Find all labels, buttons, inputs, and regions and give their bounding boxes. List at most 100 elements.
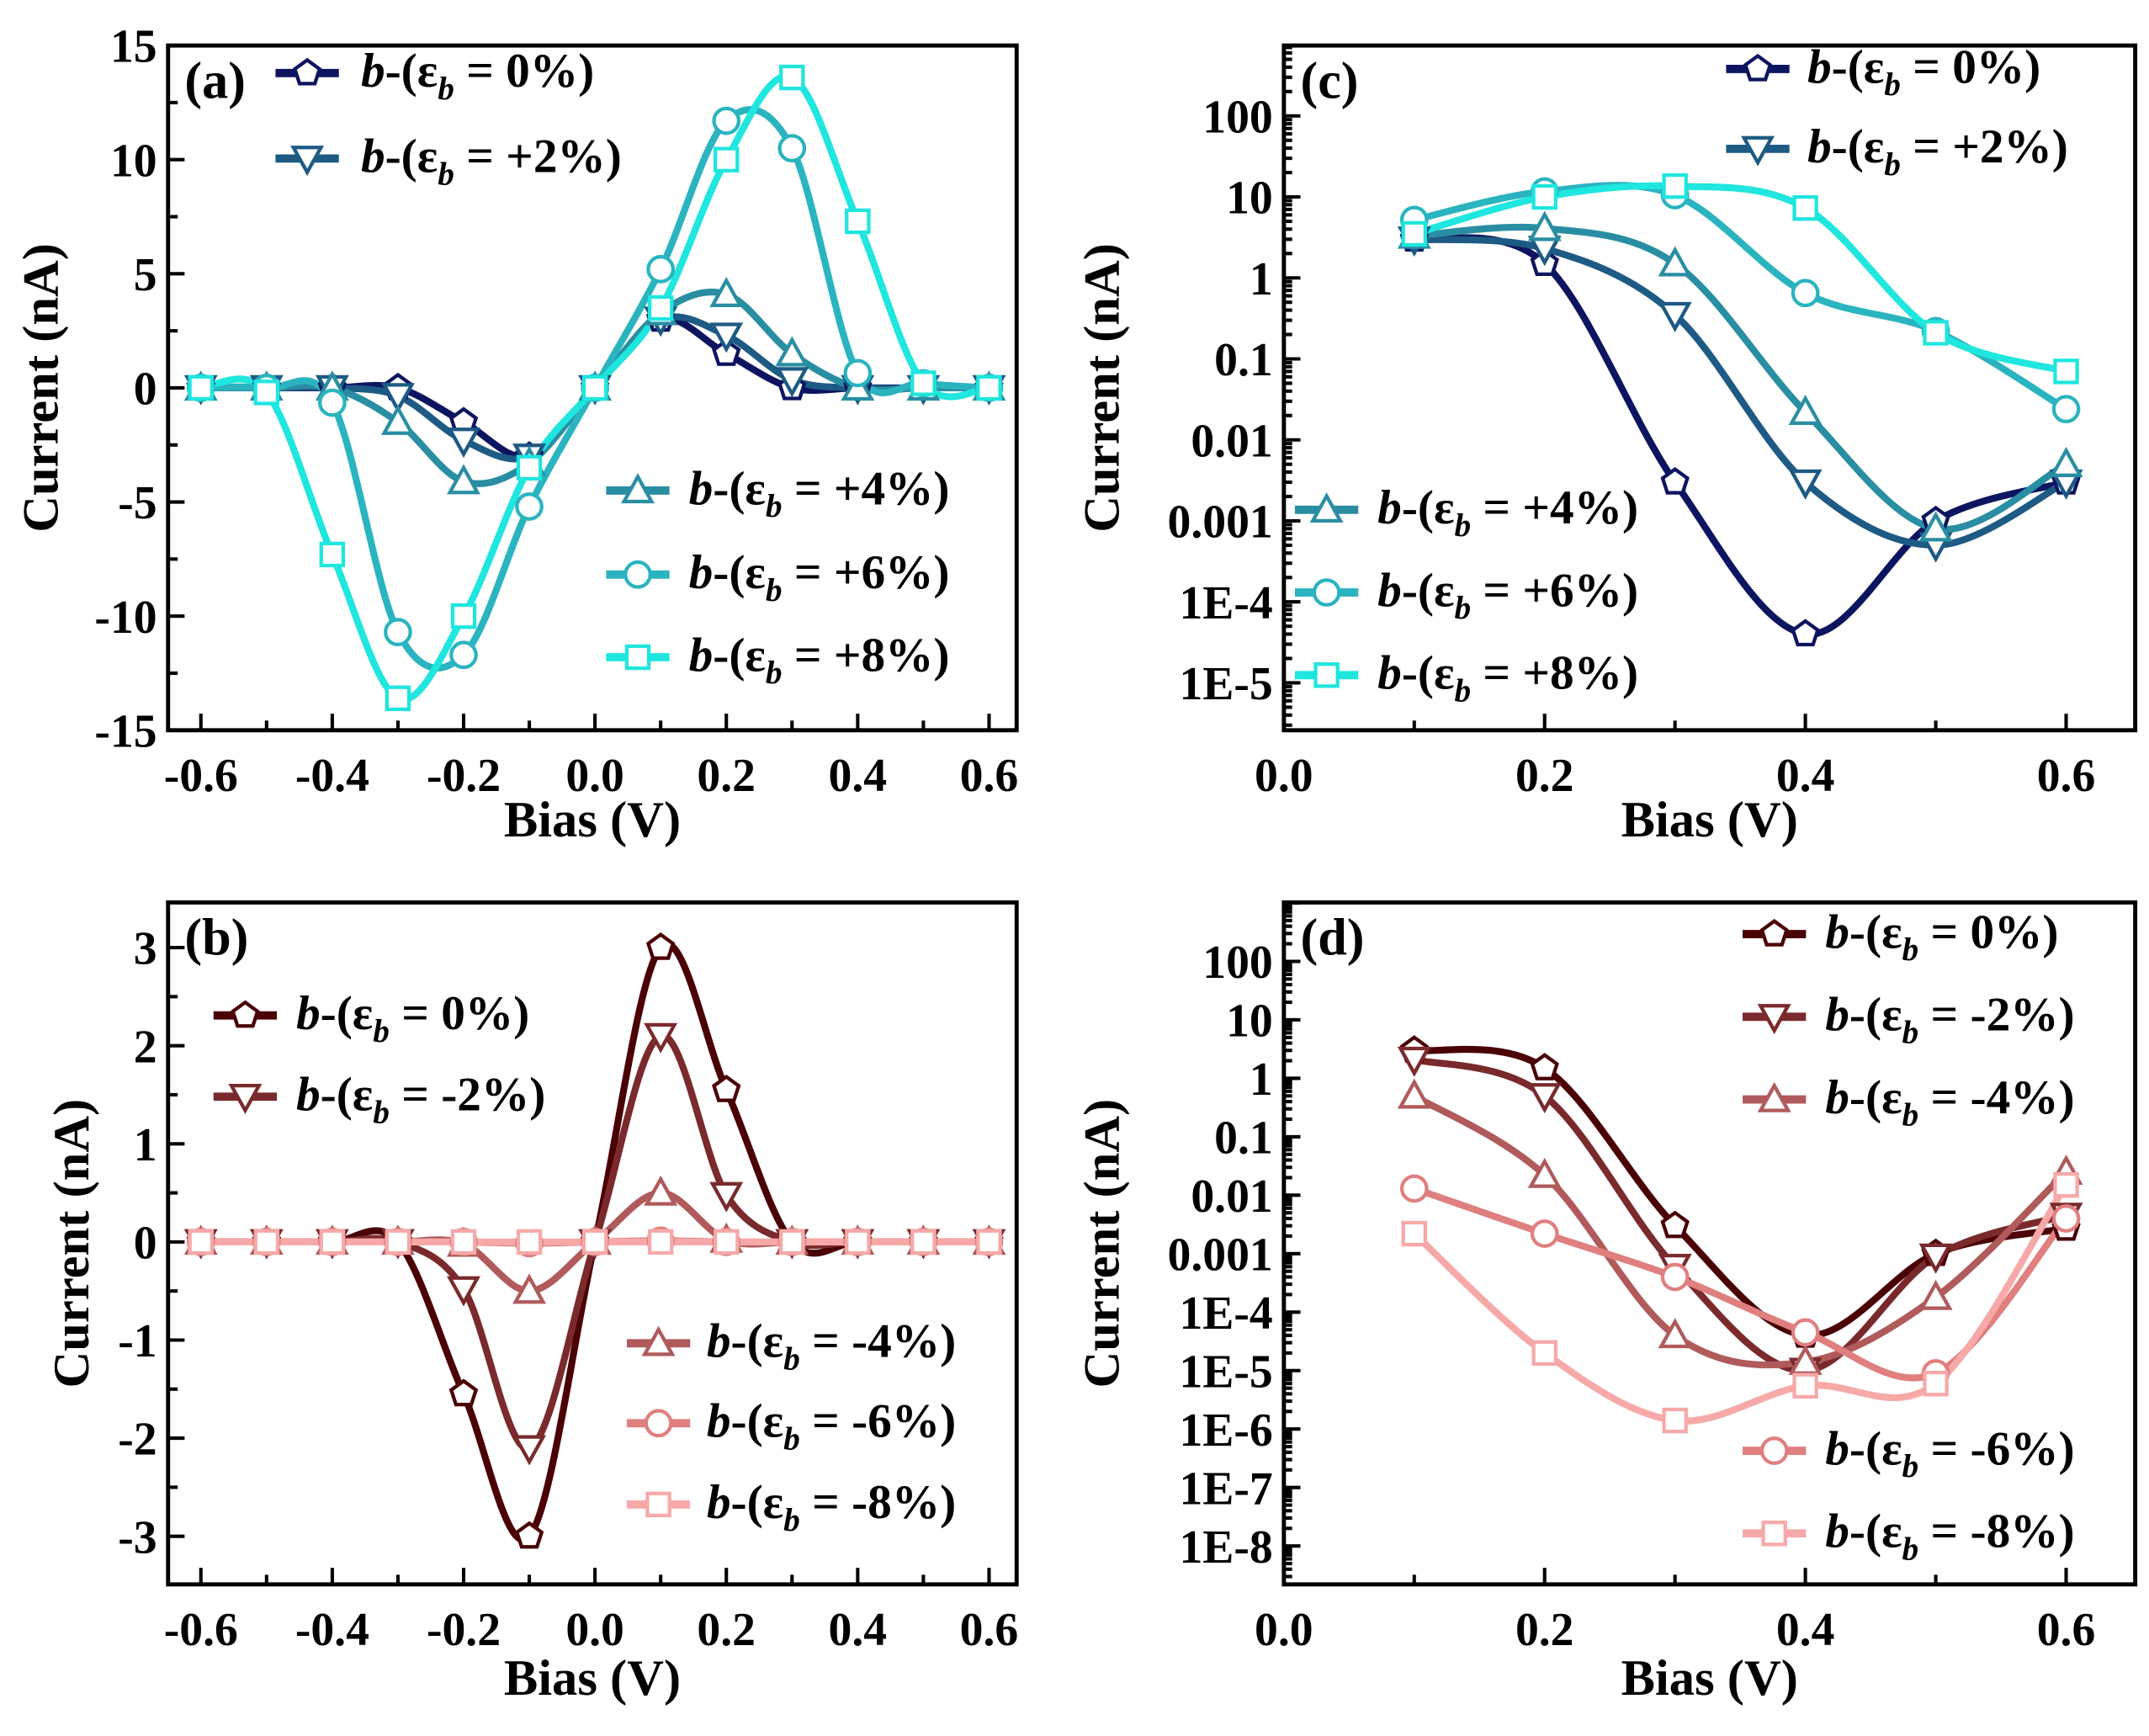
legend-label: b-(εb = 0%)	[1807, 40, 2040, 103]
y-tick-label: -1	[118, 1315, 157, 1367]
x-tick-label: 0.4	[1776, 750, 1835, 802]
legend-subscript: b	[1902, 1448, 1919, 1484]
square-marker	[581, 374, 608, 401]
legend-item: b-(εb = -8%)	[626, 1476, 956, 1538]
square-marker	[1531, 183, 1557, 210]
triangle-down-marker	[1658, 301, 1692, 332]
circle-marker	[318, 388, 347, 417]
square-marker	[253, 380, 280, 406]
legend-text: -(ε	[1849, 1422, 1902, 1475]
x-axis-label: Bias (V)	[504, 1650, 681, 1707]
y-tick-label: 1E-8	[1179, 1521, 1272, 1574]
chart-panel-d: 0.0 0.2 0.4 0.6 100 10 1 0.1 0.01 0.001 1E-4 1E-5 1E…	[1074, 900, 2138, 1707]
pentagon-marker	[1791, 618, 1820, 647]
legend-italic-b: b	[689, 629, 714, 682]
pentagon-marker	[1743, 53, 1773, 82]
x-tick-label: -0.4	[295, 1604, 369, 1656]
legend-text: -(ε	[731, 1315, 784, 1368]
legend-text: -(ε	[713, 546, 766, 599]
legend: b-(εb = +4%)b-(εb = +6%)b-(εb = +8%)	[606, 462, 950, 691]
legend-italic-b: b	[1825, 1071, 1849, 1124]
pentagon-marker	[231, 1000, 260, 1028]
legend-label: b-(εb = +8%)	[689, 629, 950, 691]
square-marker	[1401, 220, 1428, 247]
y-tick-label: 0.001	[1168, 1229, 1273, 1281]
triangle-down-marker	[290, 146, 325, 177]
legend-label: b-(εb = 0%)	[296, 987, 529, 1049]
triangle-down-marker	[775, 367, 809, 398]
y-tick-label: -15	[94, 705, 157, 757]
legend-text: = -8%)	[800, 1476, 956, 1529]
square-marker	[516, 1229, 543, 1256]
legend-label: b-(εb = +6%)	[689, 546, 950, 608]
legend-text: -(ε	[1849, 905, 1902, 958]
square-marker	[319, 1229, 346, 1256]
series-markers	[188, 64, 1002, 712]
y-tick-label: 0.01	[1191, 1171, 1272, 1223]
circle-marker	[1791, 1318, 1820, 1347]
series-markers	[1399, 177, 2081, 424]
panel-label: (b)	[184, 910, 248, 967]
legend-text: -(ε	[1832, 40, 1885, 93]
x-axis-label: Bias (V)	[1621, 1650, 1798, 1707]
y-tick-label: -10	[94, 592, 157, 644]
triangle-down-marker	[512, 1435, 547, 1466]
triangle-down-marker	[1741, 135, 1775, 167]
legend-italic-b: b	[689, 546, 714, 599]
legend-item: b-(εb = +6%)	[1294, 564, 1638, 626]
series-markers	[1399, 1174, 2081, 1388]
legend-text: = +6%)	[1471, 564, 1638, 617]
series-line	[1412, 1092, 2069, 1369]
legend-subscript: b	[1902, 1014, 1919, 1050]
legend-subscript: b	[783, 1340, 800, 1377]
x-tick-label: 0.6	[960, 750, 1019, 802]
triangle-up-marker	[1757, 1081, 1791, 1112]
y-tick-label: 0	[134, 1218, 157, 1270]
legend-italic-b: b	[296, 987, 321, 1040]
y-tick-label: -5	[118, 477, 157, 529]
series-group	[1397, 173, 2083, 647]
legend-subscript: b	[1454, 590, 1471, 626]
triangle-up-marker	[1397, 1078, 1431, 1109]
legend: b-(εb = +4%)b-(εb = +6%)b-(εb = +8%)	[1294, 481, 1638, 709]
legend-italic-b: b	[1377, 564, 1402, 617]
triangle-up-marker	[2049, 446, 2083, 477]
y-tick-label: 1E-6	[1179, 1404, 1272, 1457]
y-tick-label: 1E-7	[1179, 1463, 1272, 1515]
legend-subscript: b	[783, 1502, 800, 1538]
x-tick-label: 0.0	[565, 1604, 624, 1656]
legend-subscript: b	[1454, 672, 1471, 709]
legend-item: b-(εb = 0%)	[1743, 905, 2059, 968]
triangle-down-marker	[1397, 1046, 1431, 1077]
square-marker	[188, 374, 214, 401]
square-marker	[1761, 1521, 1787, 1547]
triangle-down-marker	[1757, 1004, 1791, 1035]
legend-item: b-(εb = 0%)	[1726, 40, 2040, 103]
pentagon-marker	[292, 57, 322, 86]
square-marker	[713, 146, 740, 173]
y-tick-label: 15	[110, 21, 157, 73]
legend-italic-b: b	[1825, 1505, 1849, 1558]
x-tick-label: -0.4	[295, 750, 369, 802]
legend-item: b-(εb = -2%)	[213, 1069, 545, 1130]
pentagon-marker	[1530, 1053, 1559, 1080]
y-tick-label: 1	[1250, 253, 1273, 305]
legend-text: = -2%)	[390, 1069, 545, 1122]
pentagon-marker	[1660, 1210, 1690, 1239]
circle-marker	[1312, 578, 1341, 607]
x-tick-label: -0.2	[427, 1604, 501, 1656]
legend-text: = -6%)	[800, 1395, 956, 1448]
series-line	[1413, 182, 2067, 375]
legend-item: b-(εb = 0%)	[275, 45, 594, 107]
circle-marker	[777, 134, 807, 163]
legend-text: -(ε	[1849, 1071, 1902, 1124]
y-tick-label: 1	[134, 1119, 157, 1171]
triangle-up-marker	[621, 473, 655, 504]
triangle-up-marker	[512, 1273, 547, 1304]
y-axis-label: Current (nA)	[1074, 1099, 1130, 1388]
square-marker	[1531, 1340, 1557, 1367]
circle-marker	[515, 492, 544, 521]
legend-label: b-(εb = -6%)	[1825, 1422, 2074, 1484]
x-tick-label: 0.6	[2037, 1604, 2096, 1656]
